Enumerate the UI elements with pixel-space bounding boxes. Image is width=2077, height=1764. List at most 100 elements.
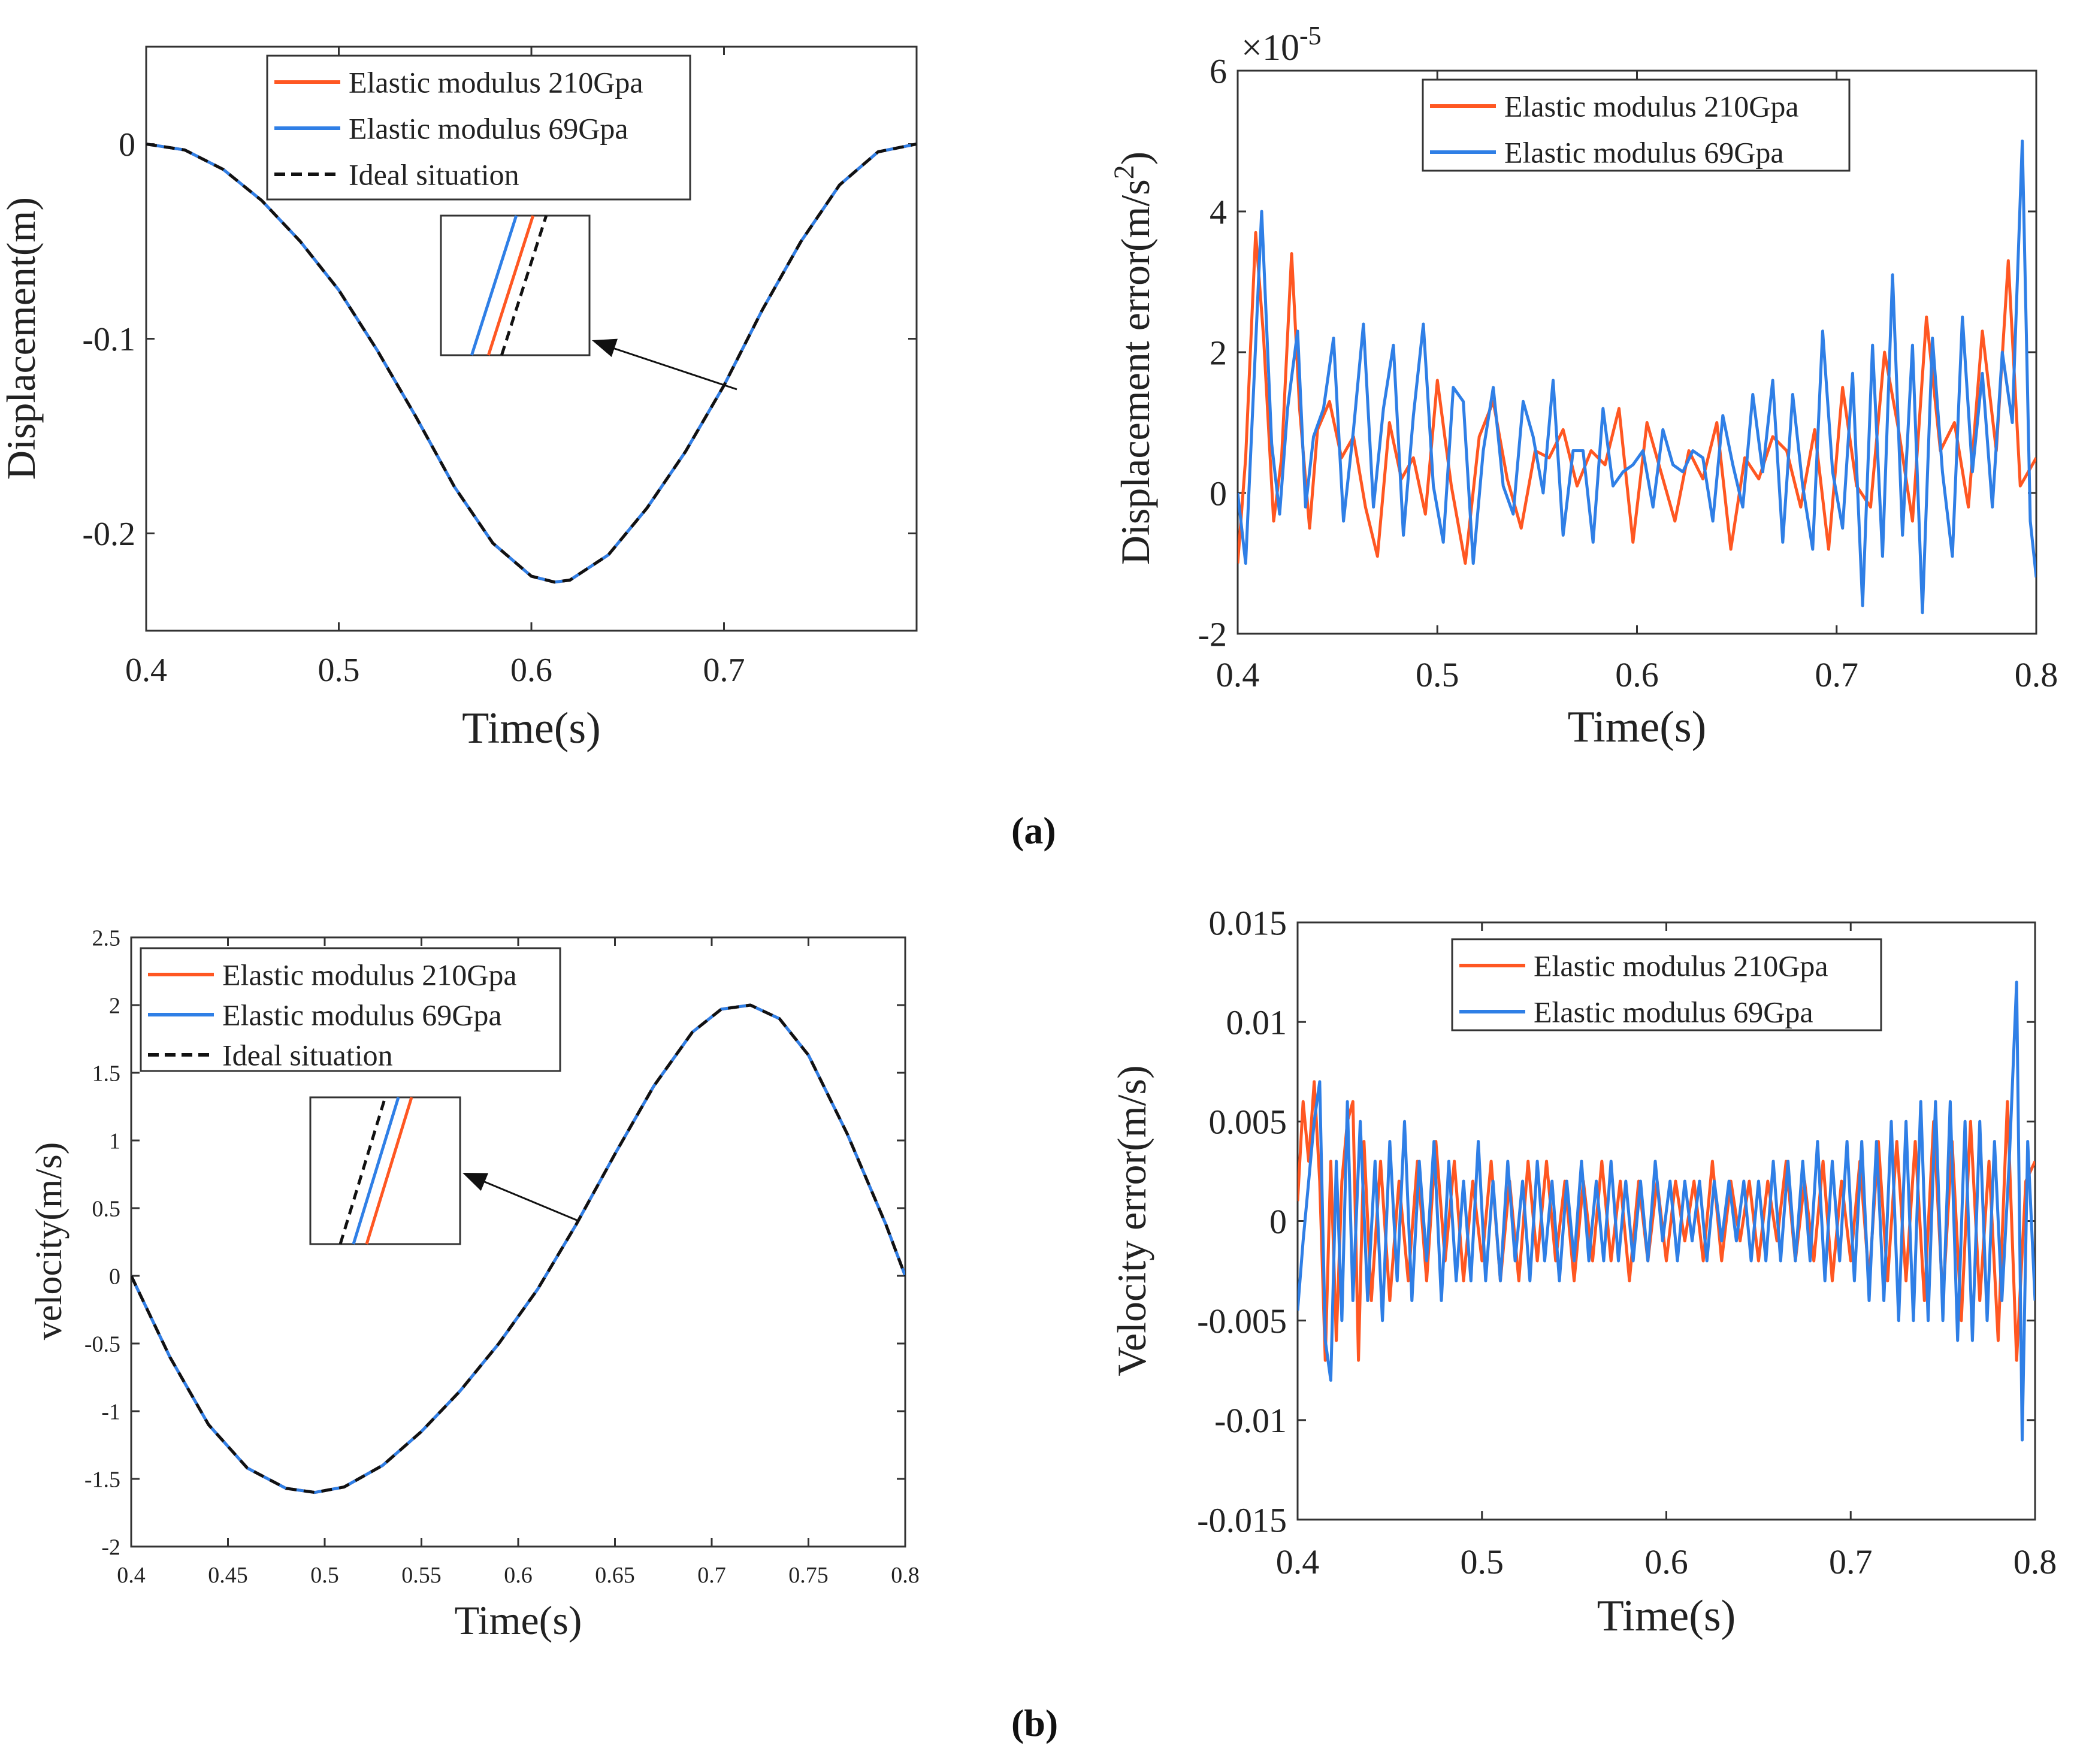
x-tick-label: 0.8 xyxy=(891,1563,920,1588)
x-tick-label: 0.8 xyxy=(2013,1542,2057,1581)
zoom-arrow-head xyxy=(462,1173,489,1191)
exponent-label: ×10-5 xyxy=(1241,21,1322,68)
y-tick-label: -0.015 xyxy=(1197,1500,1287,1539)
series-group xyxy=(146,143,917,584)
y-tick-label: -0.5 xyxy=(84,1332,120,1357)
legend-label: Elastic modulus 69Gpa xyxy=(349,112,628,146)
y-tick-label: 0.01 xyxy=(1226,1003,1287,1042)
y-tick-label: 2.5 xyxy=(92,925,121,951)
zoom-inset xyxy=(309,1096,461,1245)
series-group xyxy=(1238,140,2036,615)
series-group xyxy=(131,1003,905,1494)
y-tick-label: -0.005 xyxy=(1197,1302,1287,1341)
legend-label: Ideal situation xyxy=(222,1039,393,1072)
x-tick-label: 0.55 xyxy=(401,1563,442,1588)
legend-label: Elastic modulus 210Gpa xyxy=(222,958,517,992)
x-axis-label: Time(s) xyxy=(1568,703,1707,752)
zoom-line-0 xyxy=(470,215,518,356)
panel-label-a: (a) xyxy=(1011,809,1056,852)
zoom-arrow-shaft xyxy=(474,1176,579,1222)
zoom-line-2 xyxy=(500,215,548,356)
legend-box xyxy=(140,947,561,1072)
x-tick-label: 0.6 xyxy=(504,1563,533,1588)
x-tick-label: 0.5 xyxy=(310,1563,339,1588)
y-tick-label: 0 xyxy=(109,1264,120,1289)
x-tick-label: 0.7 xyxy=(697,1563,726,1588)
x-axis-label: Time(s) xyxy=(1597,1591,1736,1641)
x-tick-label: 0.5 xyxy=(318,652,360,689)
legend-box xyxy=(1451,938,1882,1031)
y-axis-label: Displacement error(m/s2) xyxy=(1109,152,1158,565)
x-tick-label: 0.6 xyxy=(510,652,552,689)
series-line-1 xyxy=(131,1003,905,1494)
x-tick-label: 0.65 xyxy=(595,1563,635,1588)
series-line-2 xyxy=(131,1003,905,1494)
legend-label: Ideal situation xyxy=(349,158,519,192)
y-tick-label: -2 xyxy=(101,1535,120,1560)
y-tick-label: 0.5 xyxy=(92,1196,121,1221)
y-tick-label: 2 xyxy=(109,993,120,1018)
series-line-1 xyxy=(1298,981,2035,1442)
y-tick-label: 6 xyxy=(1210,52,1227,90)
y-tick-label: -1.5 xyxy=(84,1467,120,1492)
zoom-line-0 xyxy=(352,1097,400,1245)
x-tick-label: 0.5 xyxy=(1461,1542,1504,1581)
y-tick-label: 0.005 xyxy=(1209,1103,1287,1142)
y-axis-label: Displacement(m) xyxy=(0,197,44,480)
series-line-0 xyxy=(1238,231,2036,565)
x-tick-label: 0.4 xyxy=(117,1563,146,1588)
zoom-line-2 xyxy=(338,1097,387,1245)
series-line-0 xyxy=(131,1003,905,1494)
panel-label-b: (b) xyxy=(1011,1702,1059,1744)
series-line-1 xyxy=(1238,140,2036,615)
y-tick-label: -0.01 xyxy=(1214,1401,1287,1440)
x-tick-label: 0.6 xyxy=(1644,1542,1688,1581)
y-tick-label: 0 xyxy=(119,126,135,164)
zoom-arrow-head xyxy=(592,338,618,357)
series-group xyxy=(1298,981,2035,1442)
x-tick-label: 0.45 xyxy=(208,1563,248,1588)
x-tick-label: 0.6 xyxy=(1615,655,1659,694)
x-axis-label: Time(s) xyxy=(455,1597,582,1643)
legend-box xyxy=(1422,78,1851,172)
x-tick-label: 0.8 xyxy=(2015,655,2058,694)
zoom-line-1 xyxy=(486,215,535,356)
legend-label: Elastic modulus 210Gpa xyxy=(1504,90,1799,123)
x-axis-label: Time(s) xyxy=(462,704,601,753)
x-tick-label: 0.5 xyxy=(1416,655,1459,694)
legend-label: Elastic modulus 69Gpa xyxy=(1504,136,1784,170)
y-tick-label: 0 xyxy=(1210,474,1227,513)
legend-label: Elastic modulus 69Gpa xyxy=(222,999,502,1032)
y-tick-label: 1.5 xyxy=(92,1061,121,1086)
x-tick-label: 0.7 xyxy=(703,652,745,689)
x-tick-label: 0.75 xyxy=(788,1563,829,1588)
y-axis-label: Velocity error(m/s) xyxy=(1109,1065,1154,1376)
y-tick-label: 1 xyxy=(109,1128,120,1154)
x-tick-label: 0.4 xyxy=(1276,1542,1320,1581)
series-line-0 xyxy=(146,143,917,584)
chart-displacement: 0.4 0.5 0.6 0.7 0 -0.1 -0.2 Time(s) Displacement… xyxy=(0,46,918,753)
y-tick-label: 0.015 xyxy=(1209,903,1287,942)
y-axis-label: velocity(m/s) xyxy=(29,1142,69,1341)
legend-label: Elastic modulus 69Gpa xyxy=(1534,996,1813,1029)
y-tick-label: 4 xyxy=(1210,192,1227,231)
x-tick-label: 0.4 xyxy=(1216,655,1260,694)
y-tick-label: -1 xyxy=(101,1399,120,1424)
chart-displacement-error: 0.4 0.5 0.6 0.7 0.8 -2 0 2 4 6 Time(s) Displacement… xyxy=(1109,21,2058,752)
zoom-inset xyxy=(440,214,591,356)
chart-velocity: 0.4 0.45 0.5 0.55 0.6 0.65 0.7 0.75 0.8 2.5 2 1.5 1 0… xyxy=(29,925,920,1643)
x-tick-label: 0.7 xyxy=(1829,1542,1873,1581)
y-tick-label: -0.2 xyxy=(82,516,135,553)
legend-label: Elastic modulus 210Gpa xyxy=(349,66,643,99)
x-tick-label: 0.4 xyxy=(125,652,167,689)
y-tick-label: 0 xyxy=(1269,1202,1287,1241)
y-tick-label: 2 xyxy=(1210,333,1227,372)
y-tick-label: -0.1 xyxy=(82,321,135,358)
y-tick-label: -2 xyxy=(1198,615,1227,653)
zoom-line-1 xyxy=(365,1097,413,1245)
legend-label: Elastic modulus 210Gpa xyxy=(1534,949,1828,983)
x-tick-label: 0.7 xyxy=(1815,655,1859,694)
series-line-2 xyxy=(146,143,917,584)
series-line-1 xyxy=(146,143,917,584)
